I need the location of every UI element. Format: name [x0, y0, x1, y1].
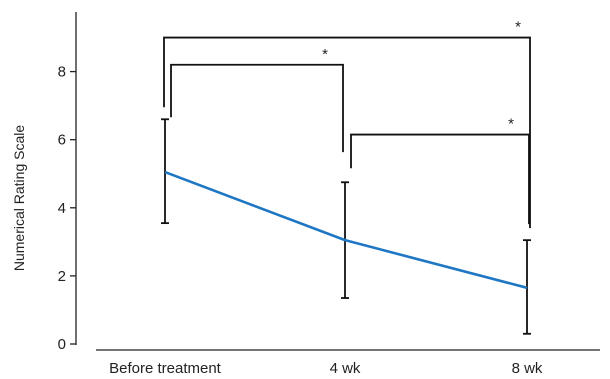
significance-star: *	[322, 46, 328, 63]
significance-bracket	[170, 63, 344, 153]
y-tick-label: 4	[58, 200, 66, 217]
y-tick-label: 6	[58, 132, 66, 149]
x-tick-label: 4 wk	[330, 360, 361, 377]
x-tick-label: 8 wk	[512, 360, 543, 377]
y-tick-label: 0	[58, 336, 66, 353]
axes	[70, 12, 600, 351]
significance-brackets: * * *	[163, 19, 531, 229]
significance-star: *	[508, 116, 514, 133]
series-line	[164, 170, 528, 290]
error-bars	[161, 118, 531, 335]
series-lines	[164, 170, 528, 290]
axis-labels: 0 2 4 6 8 Before treatment 4 wk 8 wk Numerical R…	[11, 64, 543, 377]
x-tick-label: Before treatment	[109, 360, 222, 377]
significance-bracket	[350, 133, 530, 225]
significance-star: *	[515, 19, 521, 36]
y-tick-label: 2	[58, 268, 66, 285]
y-axis-label: Numerical Rating Scale	[11, 125, 27, 271]
significance-bracket	[163, 36, 531, 229]
y-tick-label: 8	[58, 64, 66, 81]
